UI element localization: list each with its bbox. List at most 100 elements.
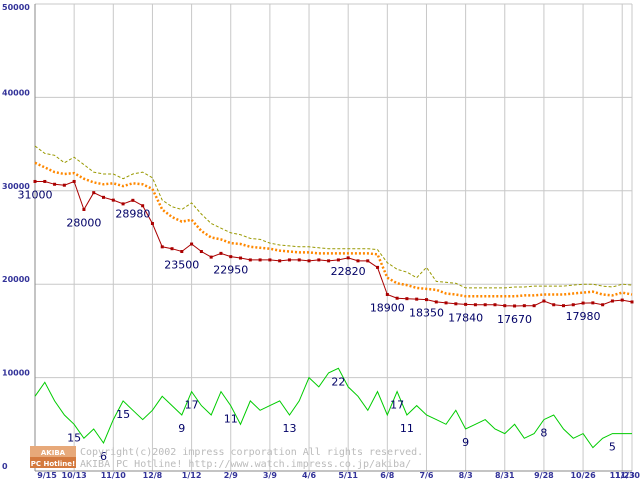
data-point — [209, 255, 213, 259]
data-point — [356, 259, 360, 263]
data-label: 17 — [390, 399, 404, 412]
series-line — [34, 161, 633, 298]
data-point — [53, 182, 57, 186]
x-tick-label: 11/23 — [610, 471, 635, 480]
data-label: 13 — [282, 422, 296, 435]
data-point — [43, 179, 47, 183]
data-label: 18900 — [370, 301, 405, 314]
data-point — [160, 245, 164, 249]
data-point — [170, 247, 174, 251]
y-tick-label: 0 — [2, 462, 8, 471]
chart-series — [34, 145, 633, 449]
data-point — [366, 259, 370, 263]
data-point — [571, 303, 575, 307]
data-point — [581, 301, 585, 305]
data-label: 8 — [540, 427, 547, 440]
data-point — [287, 258, 291, 262]
data-label: 22950 — [213, 264, 248, 277]
data-point — [503, 304, 507, 308]
data-label: 31000 — [18, 188, 53, 201]
watermark-badge-bottom — [30, 457, 76, 468]
chart-markers — [33, 179, 634, 308]
data-label: 17840 — [448, 311, 483, 324]
y-tick-label: 40000 — [2, 88, 30, 97]
data-label: 28000 — [66, 216, 101, 229]
data-label: 5 — [609, 441, 616, 454]
data-label: 17 — [185, 399, 199, 412]
data-point — [268, 258, 272, 262]
data-label: 18350 — [409, 307, 444, 320]
data-point — [532, 304, 536, 308]
data-label: 9 — [462, 436, 469, 449]
y-tick-label: 10000 — [2, 369, 30, 378]
data-point — [102, 195, 106, 199]
data-point — [33, 179, 37, 183]
data-label: 9 — [178, 422, 185, 435]
x-tick-label: 4/6 — [302, 471, 316, 480]
copyright-line-1: Copyright(c)2002 impress corporation All… — [80, 447, 423, 458]
data-point — [336, 258, 340, 262]
data-point — [121, 202, 125, 206]
x-tick-label: 9/28 — [534, 471, 554, 480]
data-point — [483, 303, 487, 307]
data-point — [542, 299, 546, 303]
data-point — [385, 292, 389, 296]
watermark-badge-bottom-text: PC Hotline! — [31, 460, 75, 468]
y-axis-ticks: 50000 40000 30000 20000 10000 0 — [2, 3, 30, 471]
data-point — [630, 300, 634, 304]
data-label: 11 — [224, 413, 238, 426]
x-tick-label: 5/11 — [338, 471, 358, 480]
data-point — [239, 256, 243, 260]
data-point — [552, 303, 556, 307]
data-point — [229, 255, 233, 259]
data-point — [62, 183, 66, 187]
data-label: 15 — [67, 431, 81, 444]
data-label: 22 — [331, 375, 345, 388]
watermark: AKIBA PC Hotline! Copyright(c)2002 impre… — [30, 446, 423, 470]
watermark-badge-top — [30, 446, 76, 457]
x-tick-label: 8/3 — [459, 471, 473, 480]
data-point — [561, 304, 565, 308]
data-point — [395, 296, 399, 300]
x-tick-label: 6/8 — [380, 471, 394, 480]
data-point — [317, 258, 321, 262]
x-tick-label: 9/15 — [37, 471, 57, 480]
series-line — [34, 145, 633, 289]
data-point — [150, 221, 154, 225]
data-point — [513, 304, 517, 308]
data-label: 28980 — [115, 207, 150, 220]
data-point — [219, 251, 223, 255]
data-point — [199, 250, 203, 254]
y-tick-label: 20000 — [2, 275, 30, 284]
data-point — [405, 297, 409, 301]
data-point — [327, 259, 331, 263]
data-point — [346, 256, 350, 260]
data-point — [464, 302, 468, 306]
x-tick-label: 3/9 — [263, 471, 277, 480]
chart-data-labels: 31000 28000 28980 23500 22950 22820 18900 18350… — [18, 188, 616, 463]
data-point — [297, 258, 301, 262]
x-tick-label: 8/31 — [495, 471, 515, 480]
data-label: 11 — [400, 422, 414, 435]
data-point — [141, 204, 145, 208]
data-point — [131, 198, 135, 202]
data-point — [444, 301, 448, 305]
data-point — [415, 297, 419, 301]
x-tick-label: 7/6 — [419, 471, 433, 480]
y-tick-label: 30000 — [2, 182, 30, 191]
data-point — [248, 258, 252, 262]
data-point — [190, 242, 194, 246]
data-label: 6 — [100, 450, 107, 463]
data-point — [307, 259, 311, 263]
data-point — [424, 298, 428, 302]
data-label: 23500 — [164, 259, 199, 272]
data-point — [376, 265, 380, 269]
y-tick-label: 50000 — [2, 3, 30, 12]
data-label: 17980 — [566, 310, 601, 323]
data-label: 17670 — [497, 313, 532, 326]
series-line — [35, 180, 633, 307]
data-point — [258, 258, 262, 262]
data-point — [473, 303, 477, 307]
x-tick-label: 11/30 — [615, 471, 640, 480]
